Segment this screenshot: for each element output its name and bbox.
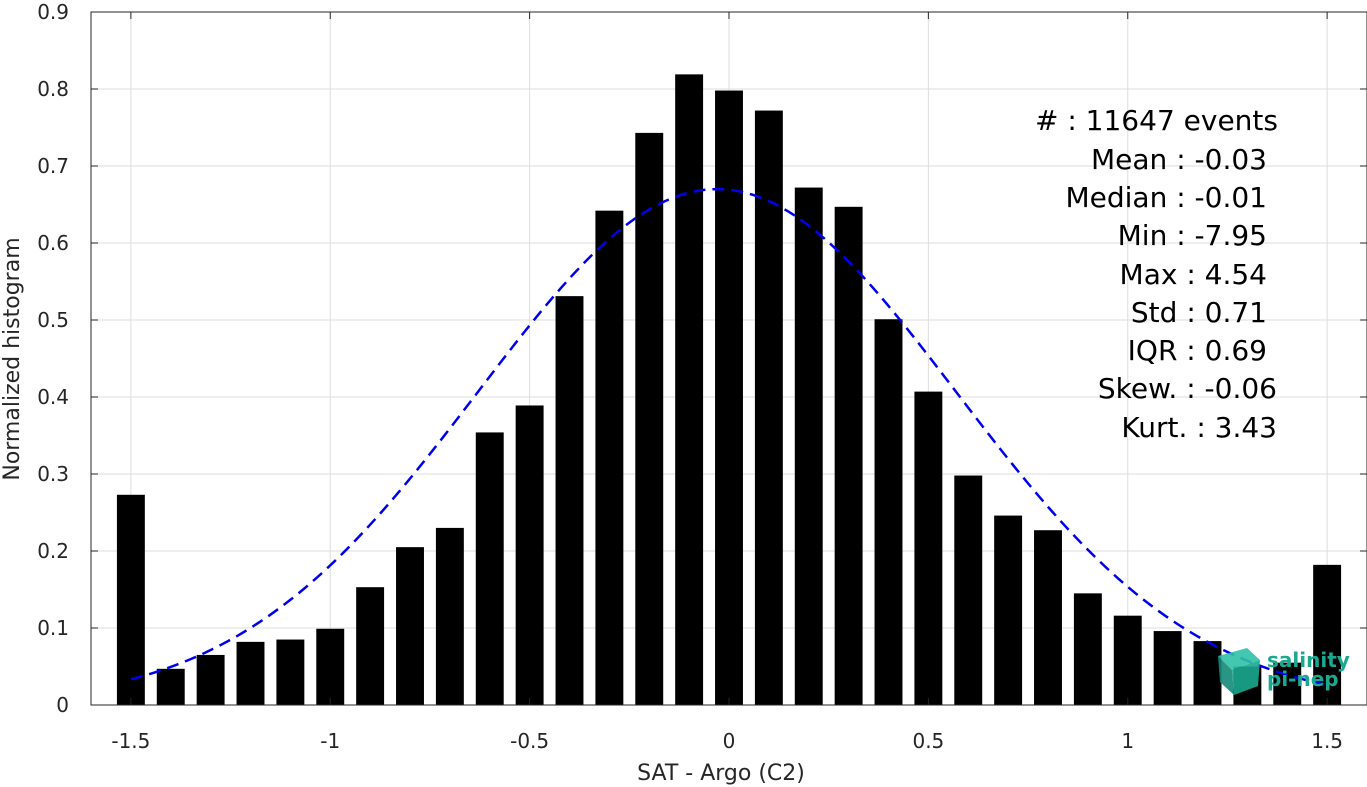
cube-logo-icon — [1218, 648, 1260, 695]
bar — [1273, 662, 1302, 705]
x-ticks: -1.5 -1 -0.5 0 0.5 1 1.5 — [111, 12, 1343, 753]
bar — [715, 90, 743, 706]
bar — [954, 475, 983, 705]
y-tick-label: 0.1 — [37, 616, 69, 640]
fit-curve — [130, 187, 1328, 687]
stat-mean: Mean : -0.03 — [1091, 143, 1267, 176]
y-tick-label: 0.6 — [37, 231, 69, 255]
stat-skew: Skew. : -0.06 — [1098, 372, 1277, 405]
bar — [675, 74, 704, 706]
bar — [116, 494, 145, 705]
x-tick-label: -1.5 — [111, 729, 150, 753]
x-tick-label: -0.5 — [510, 729, 549, 753]
x-axis-label: SAT - Argo (C2) — [637, 761, 805, 786]
y-tick-label: 0.5 — [37, 308, 69, 332]
bar — [475, 432, 504, 705]
bar — [276, 639, 305, 705]
logo-line-2: pi-nep — [1267, 667, 1339, 691]
stat-max: Max : 4.54 — [1120, 258, 1267, 291]
stat-kurt: Kurt. : 3.43 — [1121, 411, 1277, 444]
bar — [794, 187, 823, 705]
y-tick-label: 0.8 — [37, 77, 69, 101]
bar — [196, 654, 225, 705]
bar — [595, 210, 624, 705]
salinity-logo: salinity pi-nep — [1218, 648, 1350, 695]
y-ticks: 0 0.1 0.2 0.3 0.4 0.5 0.6 0.7 0.8 0.9 — [37, 0, 1367, 717]
bar — [316, 628, 345, 705]
y-axis-label: Normalized histogram — [0, 237, 25, 480]
y-tick-label: 0.4 — [37, 385, 69, 409]
bar — [396, 547, 424, 705]
bar — [994, 515, 1023, 705]
x-tick-label: -1 — [320, 729, 340, 753]
x-tick-label: 1 — [1121, 729, 1134, 753]
x-tick-label: 0 — [723, 729, 736, 753]
y-tick-label: 0.9 — [37, 0, 69, 24]
bar — [1313, 564, 1342, 705]
bar — [356, 587, 385, 705]
bar — [635, 132, 664, 705]
bar — [515, 405, 544, 705]
y-tick-label: 0 — [56, 693, 69, 717]
bar — [1153, 631, 1182, 705]
bar — [236, 641, 265, 705]
stat-std: Std : 0.71 — [1131, 296, 1267, 329]
stat-iqr: IQR : 0.69 — [1128, 334, 1267, 367]
bar — [874, 319, 903, 705]
y-tick-label: 0.7 — [37, 154, 69, 178]
bars-group — [116, 74, 1342, 706]
stats-box: # : 11647 events Mean : -0.03 Median : -… — [1035, 104, 1278, 444]
stat-median: Median : -0.01 — [1065, 181, 1267, 214]
x-tick-label: 0.5 — [912, 729, 944, 753]
bar — [754, 110, 783, 705]
bar — [1113, 615, 1142, 705]
bar — [1034, 530, 1062, 705]
bar — [555, 296, 584, 705]
x-tick-label: 1.5 — [1311, 729, 1343, 753]
bar — [156, 668, 185, 705]
y-tick-label: 0.2 — [37, 539, 69, 563]
stat-min: Min : -7.95 — [1118, 219, 1267, 252]
bar — [1193, 641, 1222, 705]
bar — [914, 391, 943, 705]
logo-line-1: salinity — [1267, 648, 1350, 672]
y-tick-label: 0.3 — [37, 462, 69, 486]
bar — [1073, 593, 1102, 705]
bar — [834, 206, 863, 705]
stat-count: # : 11647 events — [1035, 104, 1278, 137]
bar — [435, 527, 464, 705]
